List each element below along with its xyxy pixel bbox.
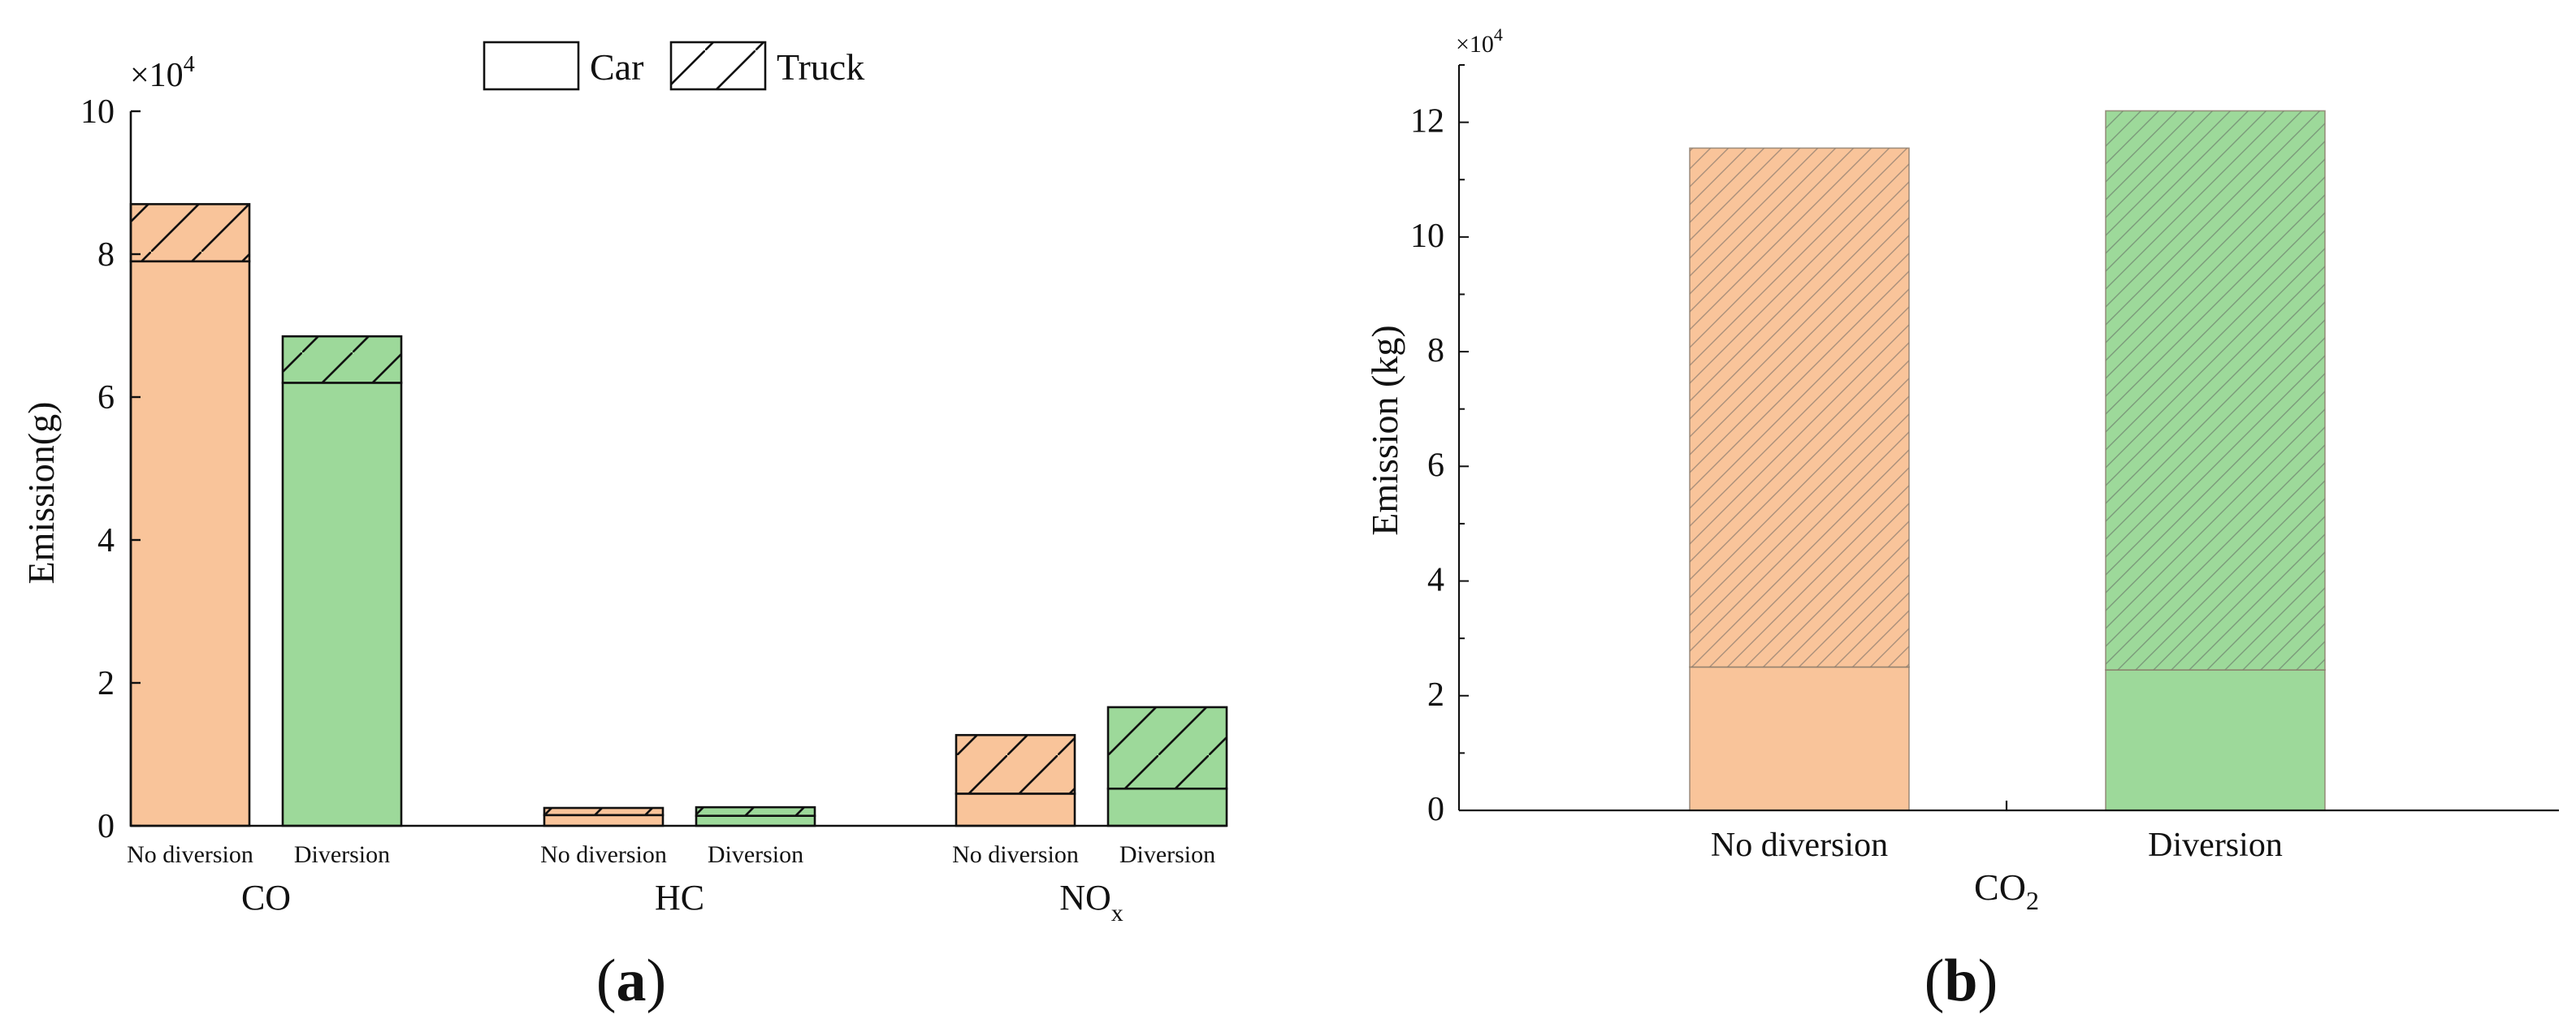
panel-b-axes: No diversion Diversion 0 2 4 6 8 10 12 [1410,64,2559,864]
panel-b-multiplier: ×104 [1456,24,1503,58]
bar-car [129,260,251,827]
x-sub-label: Diversion [294,841,390,868]
legend: Car Truck [483,41,864,91]
y-tick-label: 4 [97,522,115,559]
bar-car [2105,669,2326,811]
panel-b-label: (b) [1924,948,1998,1014]
x-group-label: HC [655,878,704,918]
x-group-label: NOx [1059,878,1123,926]
bar-car [955,793,1076,827]
legend-car-label: Car [590,46,643,88]
bar-car [281,382,403,827]
y-tick-label: 6 [97,379,115,417]
y-tick-label: 2 [1427,676,1444,714]
bar-truck [1689,147,1910,668]
legend-truck-swatch [669,41,767,91]
bar-truck [1106,706,1228,790]
x-tick-label: Diversion [2148,827,2283,864]
y-tick-label: 12 [1410,103,1444,140]
bar-car [1106,787,1228,827]
bar-truck [281,335,403,384]
bar-truck [543,806,665,817]
y-tick-label: 8 [97,236,115,274]
bar-car [543,814,665,827]
panel-a-bars [129,203,1228,827]
x-sub-label: No diversion [540,841,667,868]
panel-b-bars [1689,110,2326,811]
y-tick-label: 10 [80,93,115,131]
panel-b-y-axis-title: Emission (kg) [1364,325,1405,535]
legend-car-swatch [483,41,580,91]
y-tick-label: 8 [1427,332,1444,369]
bar-car [1689,666,1910,811]
bar-truck [129,203,251,263]
panel-a-multiplier: ×104 [130,52,195,94]
x-sub-label: No diversion [127,841,253,868]
x-tick-label: No diversion [1711,827,1888,864]
y-tick-label: 0 [1427,791,1444,828]
panel-b-chart: No diversion Diversion 0 2 4 6 8 10 12 Emission … [1364,24,2559,1014]
panel-a-y-axis-title: Emission(g) [20,402,62,585]
bar-truck [2105,110,2326,671]
legend-truck-label: Truck [777,46,864,88]
bar-truck [695,806,816,817]
x-group-label: CO [241,878,291,918]
y-tick-label: 10 [1410,218,1444,255]
y-tick-label: 4 [1427,562,1444,599]
x-sub-label: Diversion [1119,841,1215,868]
y-tick-label: 2 [97,665,115,702]
bar-car [695,814,816,827]
y-tick-label: 0 [97,808,115,845]
x-sub-label: Diversion [708,841,803,868]
x-sub-label: No diversion [952,841,1079,868]
panel-a-label: (a) [596,948,666,1014]
panel-b-x-axis-title: CO2 [1974,866,2039,915]
y-tick-label: 6 [1427,447,1444,484]
bar-truck [955,733,1076,795]
